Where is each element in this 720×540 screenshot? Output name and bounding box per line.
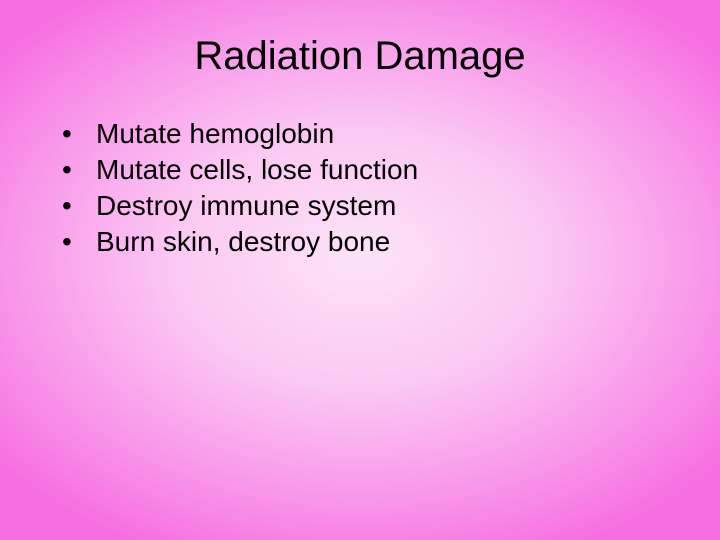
list-item: Mutate hemoglobin	[62, 117, 680, 151]
list-item: Destroy immune system	[62, 189, 680, 223]
slide-title: Radiation Damage	[40, 34, 680, 79]
bullet-list: Mutate hemoglobin Mutate cells, lose fun…	[40, 117, 680, 260]
list-item: Mutate cells, lose function	[62, 153, 680, 187]
list-item: Burn skin, destroy bone	[62, 225, 680, 259]
slide-container: Radiation Damage Mutate hemoglobin Mutat…	[0, 0, 720, 540]
